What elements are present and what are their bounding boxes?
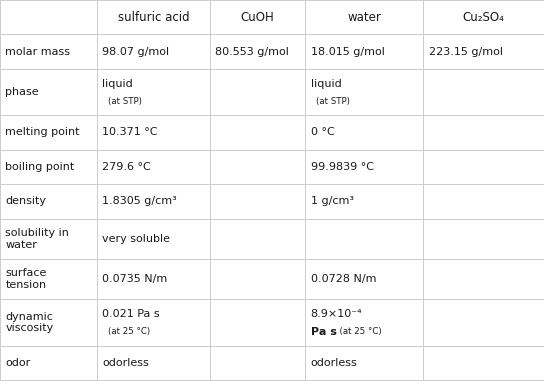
Text: molar mass: molar mass	[5, 47, 70, 57]
Text: 223.15 g/mol: 223.15 g/mol	[429, 47, 503, 57]
Text: (at 25 °C): (at 25 °C)	[334, 327, 382, 336]
Text: 10.371 °C: 10.371 °C	[102, 127, 158, 138]
Text: 98.07 g/mol: 98.07 g/mol	[102, 47, 169, 57]
Text: Pa s: Pa s	[311, 327, 337, 337]
Text: solubility in
water: solubility in water	[5, 228, 69, 250]
Text: 8.9×10⁻⁴: 8.9×10⁻⁴	[311, 309, 362, 319]
Text: 0.021 Pa s: 0.021 Pa s	[102, 309, 160, 319]
Text: 99.9839 °C: 99.9839 °C	[311, 162, 374, 172]
Text: phase: phase	[5, 87, 39, 97]
Text: sulfuric acid: sulfuric acid	[118, 11, 189, 24]
Text: 1.8305 g/cm³: 1.8305 g/cm³	[102, 196, 177, 207]
Text: water: water	[347, 11, 381, 24]
Text: surface
tension: surface tension	[5, 269, 47, 290]
Text: odor: odor	[5, 358, 30, 368]
Text: odorless: odorless	[102, 358, 149, 368]
Text: liquid: liquid	[102, 79, 133, 89]
Text: very soluble: very soluble	[102, 234, 170, 244]
Text: (at 25 °C): (at 25 °C)	[108, 327, 150, 336]
Text: (at STP): (at STP)	[108, 97, 141, 106]
Text: dynamic
viscosity: dynamic viscosity	[5, 312, 54, 334]
Text: boiling point: boiling point	[5, 162, 75, 172]
Text: 0 °C: 0 °C	[311, 127, 335, 138]
Text: melting point: melting point	[5, 127, 80, 138]
Text: CuOH: CuOH	[240, 11, 275, 24]
Text: 0.0728 N/m: 0.0728 N/m	[311, 274, 376, 284]
Text: 279.6 °C: 279.6 °C	[102, 162, 151, 172]
Text: (at STP): (at STP)	[316, 97, 350, 106]
Text: 80.553 g/mol: 80.553 g/mol	[215, 47, 289, 57]
Text: 1 g/cm³: 1 g/cm³	[311, 196, 354, 207]
Text: liquid: liquid	[311, 79, 342, 89]
Text: density: density	[5, 196, 46, 207]
Text: 0.0735 N/m: 0.0735 N/m	[102, 274, 168, 284]
Text: Cu₂SO₄: Cu₂SO₄	[463, 11, 504, 24]
Text: 18.015 g/mol: 18.015 g/mol	[311, 47, 385, 57]
Text: odorless: odorless	[311, 358, 357, 368]
